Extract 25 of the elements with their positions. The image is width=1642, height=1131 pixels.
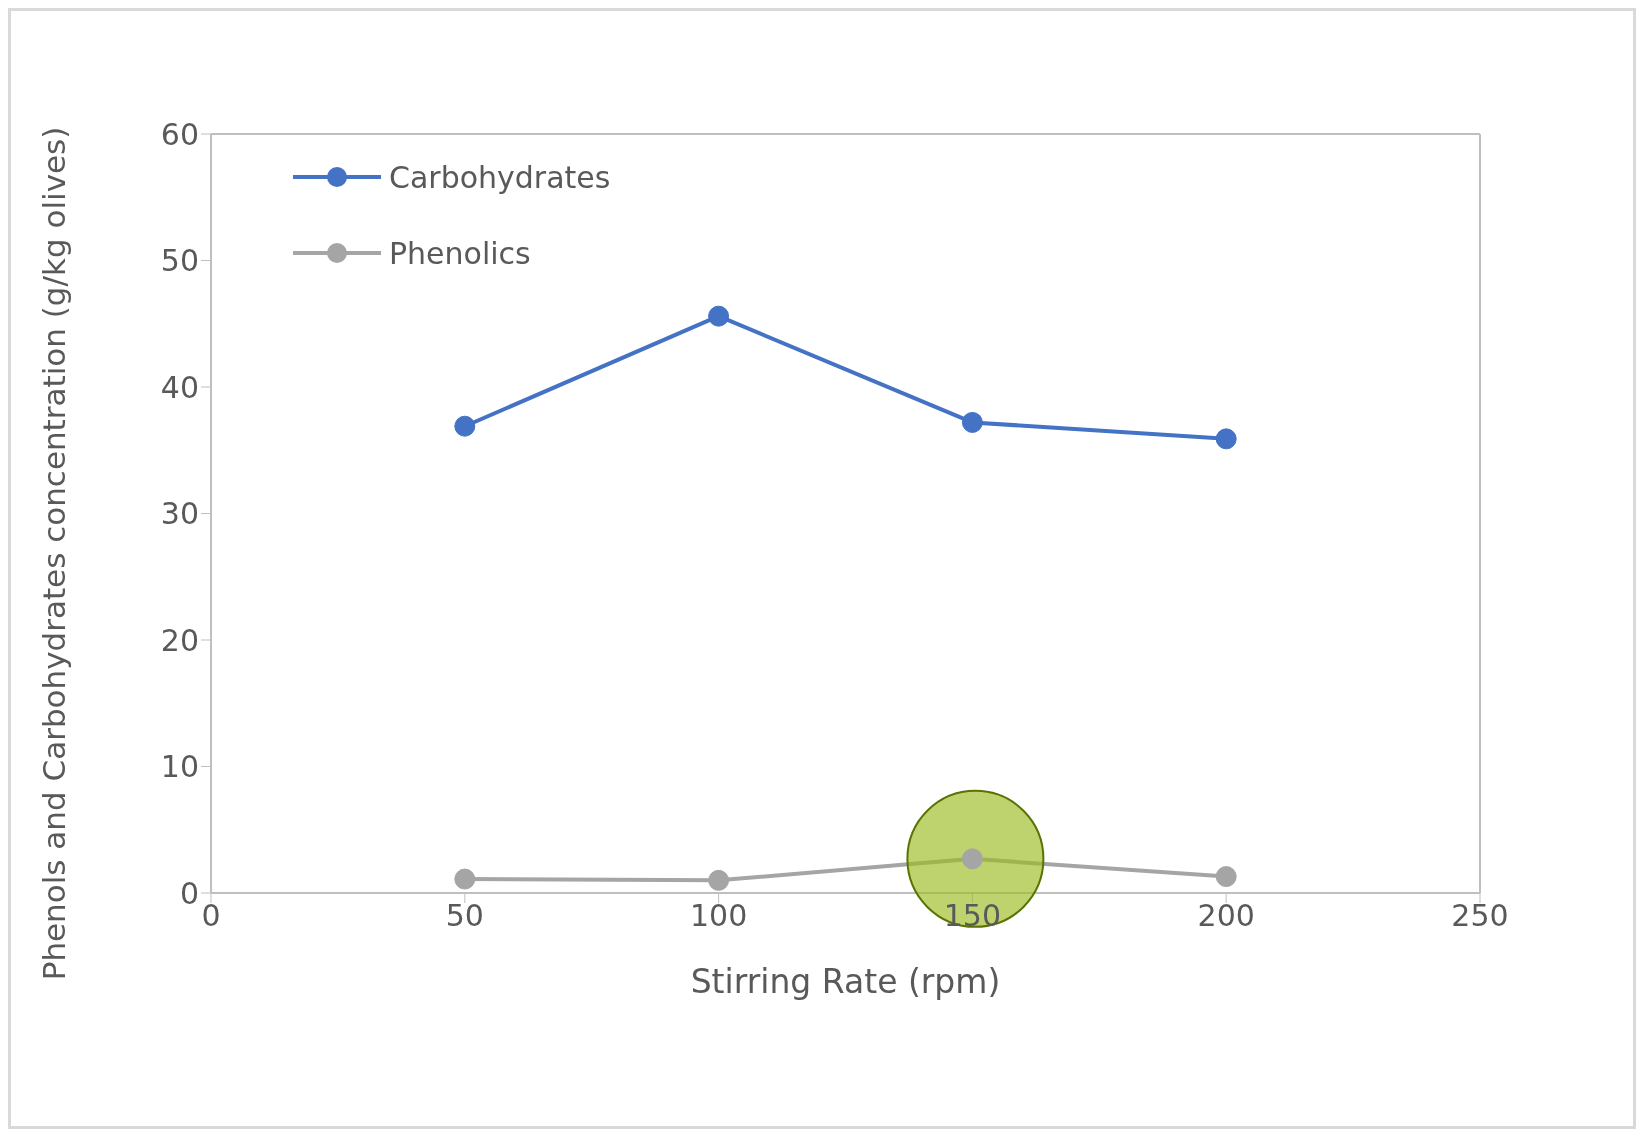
x-axis-title: Stirring Rate (rpm)	[690, 962, 1001, 1001]
legend-label: Phenolics	[389, 235, 531, 271]
y-tick-label: 40	[160, 369, 199, 405]
x-tick-label: 0	[201, 898, 221, 934]
point	[708, 869, 730, 891]
point	[454, 415, 476, 437]
y-axis-title: Phenols and Carbohydrates concentration (g/kg olives)	[36, 126, 73, 981]
point	[708, 305, 730, 327]
legend-label: Carbohydrates	[389, 159, 611, 195]
y-tick-label: 30	[160, 496, 199, 532]
point	[1215, 866, 1237, 888]
y-tick-label: 10	[160, 749, 199, 785]
y-tick-label: 0	[179, 875, 199, 911]
x-tick-label: 50	[445, 898, 484, 934]
point	[1215, 428, 1237, 450]
point	[454, 868, 476, 890]
y-tick-label: 20	[160, 622, 199, 658]
x-tick-label: 150	[943, 898, 1002, 934]
y-tick-label: 60	[160, 116, 199, 152]
y-tick-label: 50	[160, 243, 199, 279]
x-tick-label: 100	[689, 898, 748, 934]
x-tick-label: 250	[1451, 898, 1509, 934]
point	[961, 411, 983, 433]
point	[961, 848, 983, 870]
x-tick-label: 200	[1197, 898, 1255, 934]
